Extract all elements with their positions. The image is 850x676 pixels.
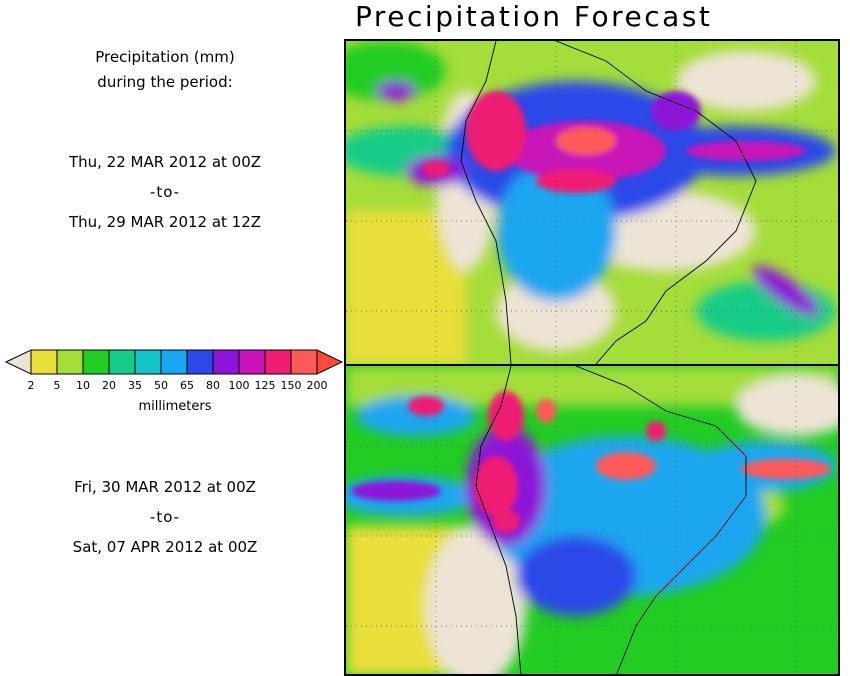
legend-color-cell [238, 349, 266, 375]
period1-start: Thu, 22 MAR 2012 at 00Z [68, 153, 262, 171]
forecast-map-period2 [344, 364, 840, 676]
legend-color-cell [82, 349, 110, 375]
legend-colorbar [4, 349, 344, 375]
legend-end-high [316, 349, 344, 375]
legend-tick-label: 10 [76, 379, 90, 392]
legend-color-cell [56, 349, 84, 375]
legend-tick-label: 20 [102, 379, 116, 392]
legend-tick-label: 5 [53, 379, 61, 392]
period1-separator: -to- [149, 183, 181, 201]
legend-color-cell [108, 349, 136, 375]
units-label-line1: Precipitation (mm) [95, 48, 235, 66]
period2-end: Sat, 07 APR 2012 at 00Z [72, 538, 258, 556]
legend-tick-label: 100 [228, 379, 250, 392]
period2-separator: -to- [149, 508, 181, 526]
legend-tick-label: 150 [280, 379, 302, 392]
legend-color-cell [30, 349, 58, 375]
legend-tick-label: 65 [180, 379, 194, 392]
legend-tick-label: 50 [154, 379, 168, 392]
legend-title: millimeters [138, 399, 212, 414]
legend-tick-label: 200 [306, 379, 328, 392]
period2-start: Fri, 30 MAR 2012 at 00Z [74, 478, 256, 496]
legend-color-cell [290, 349, 318, 375]
legend-tick-label: 125 [254, 379, 276, 392]
page-title: Precipitation Forecast [355, 0, 713, 33]
legend-color-cell [186, 349, 214, 375]
legend-color-cell [212, 349, 240, 375]
legend-tick-label: 80 [206, 379, 220, 392]
units-label-line2: during the period: [97, 73, 233, 91]
legend-color-cell [134, 349, 162, 375]
forecast-map-period1 [344, 39, 840, 366]
legend-end-low [4, 349, 32, 375]
legend-color-cell [264, 349, 292, 375]
legend-color-cell [160, 349, 188, 375]
period1-end: Thu, 29 MAR 2012 at 12Z [68, 213, 262, 231]
legend-tick-label: 35 [128, 379, 142, 392]
legend-tick-label: 2 [27, 379, 35, 392]
